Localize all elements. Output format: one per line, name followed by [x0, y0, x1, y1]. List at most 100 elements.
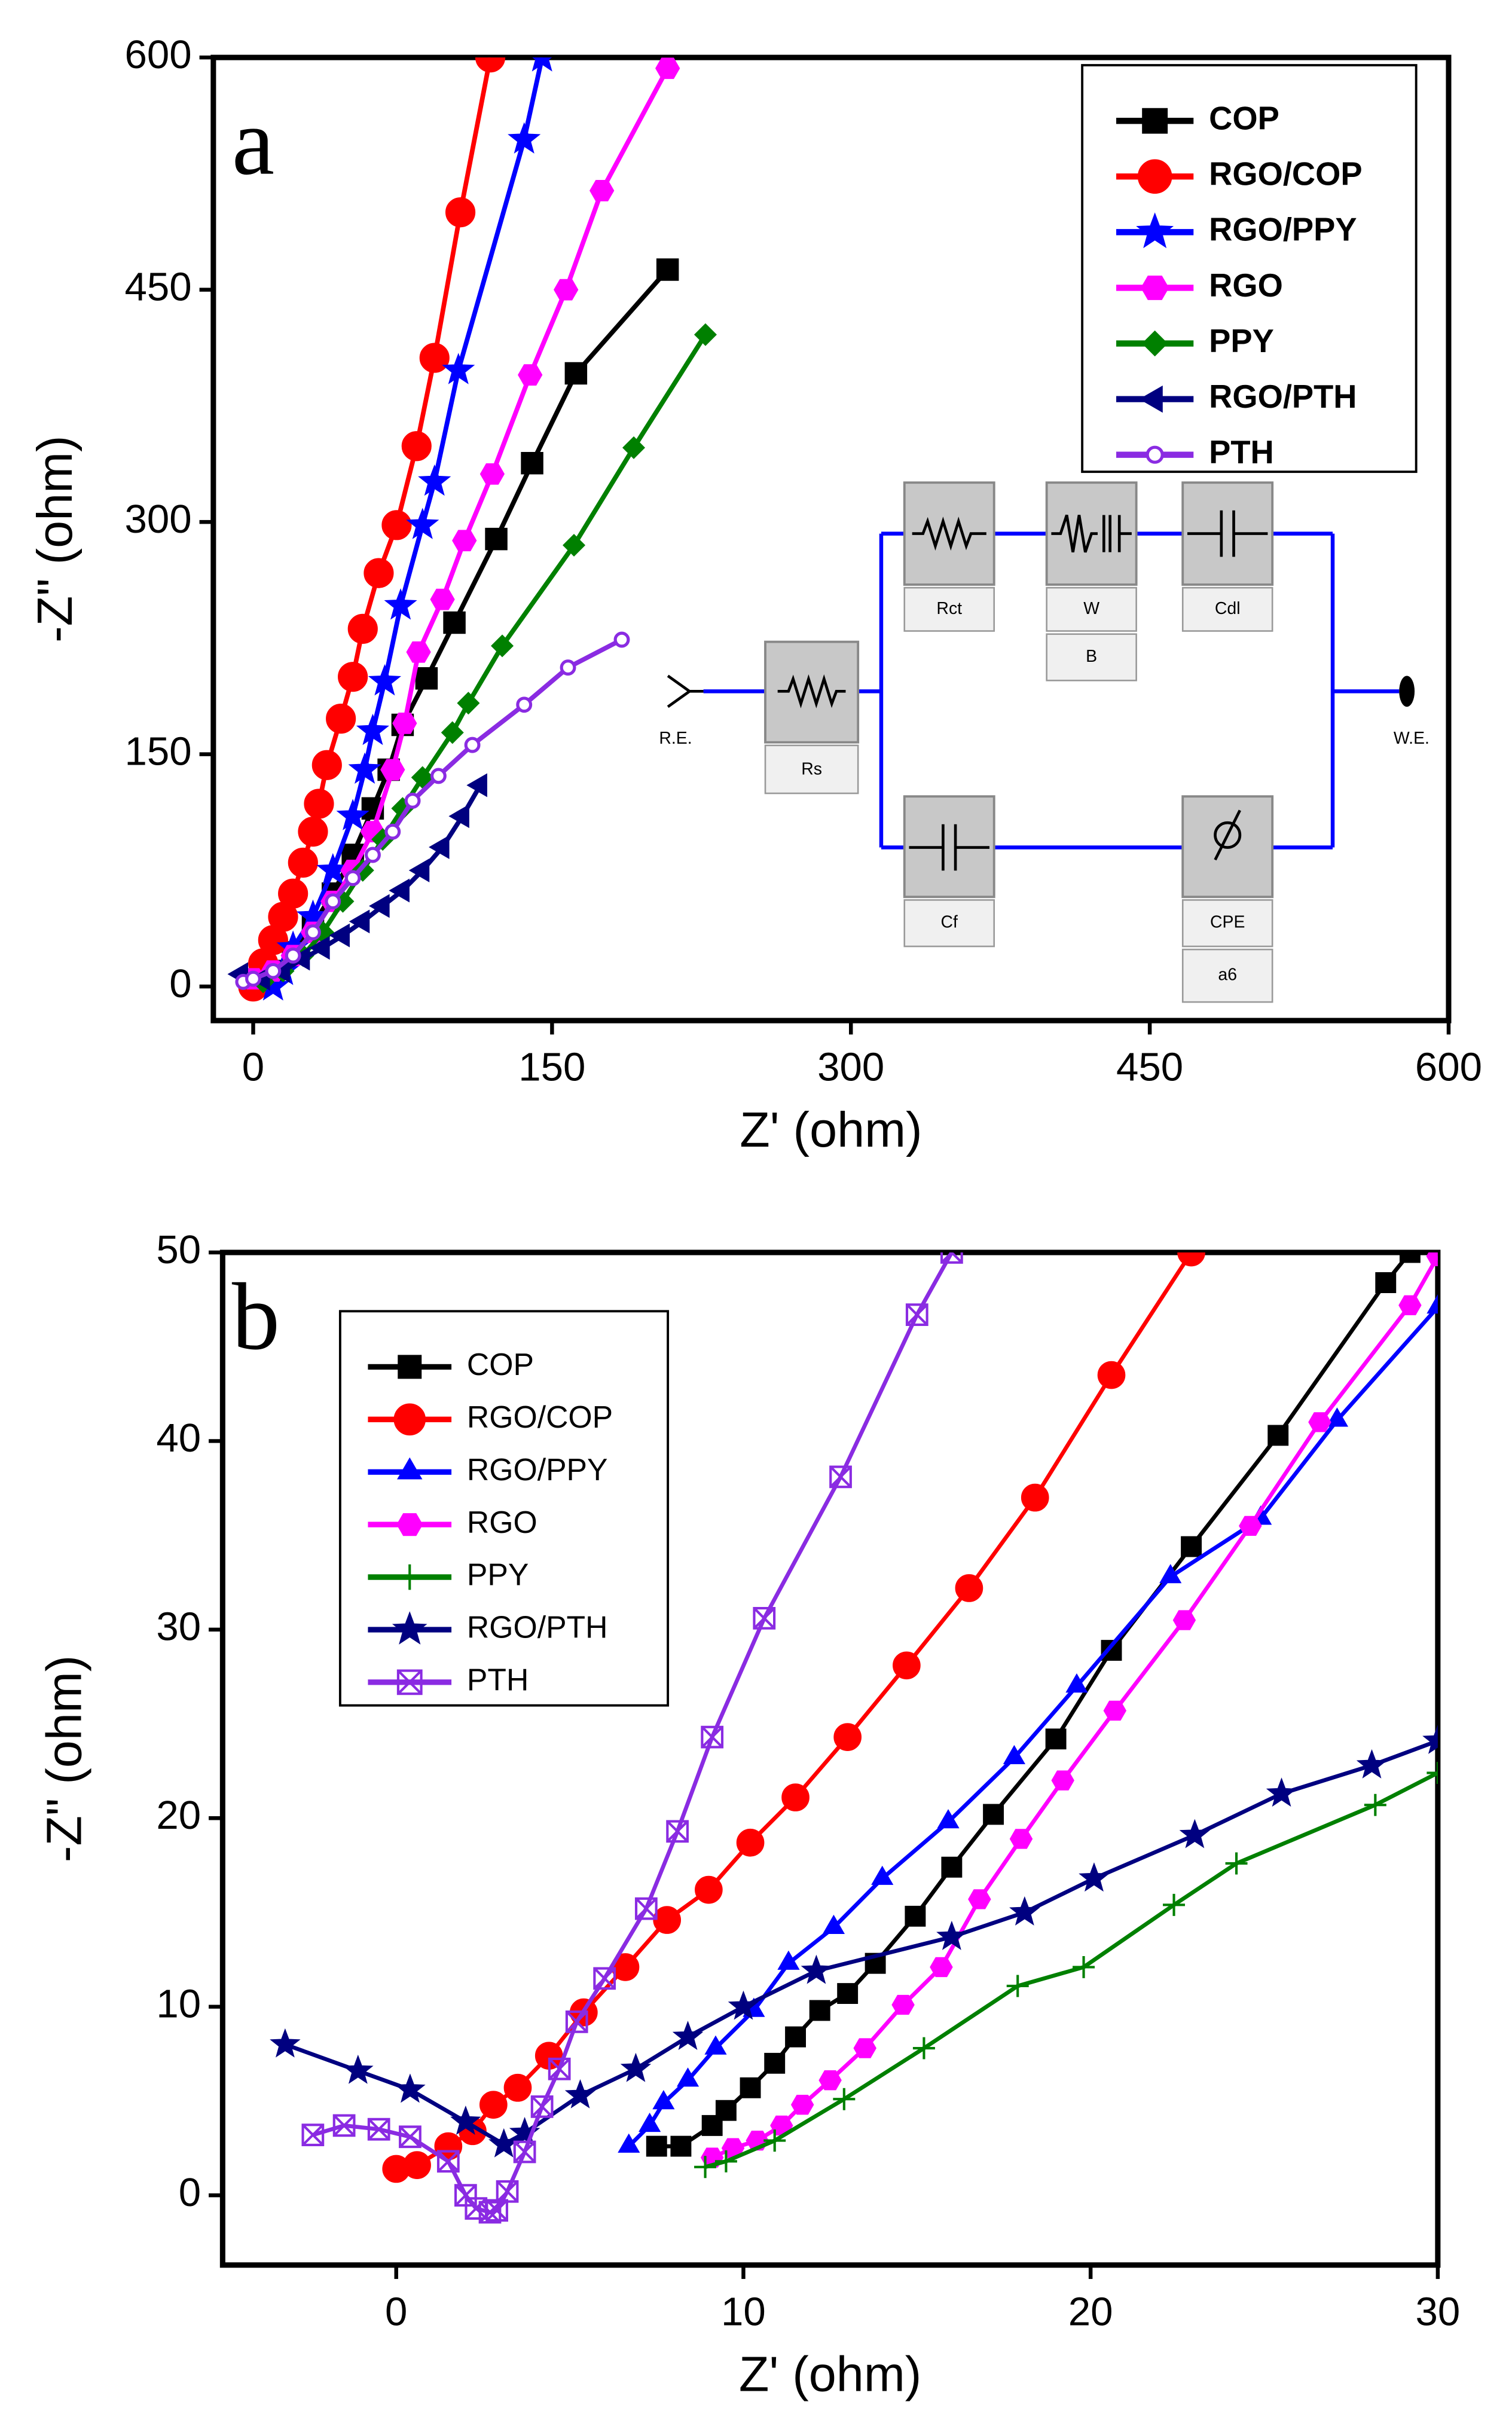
marker	[822, 1914, 845, 1934]
marker	[833, 1723, 862, 1751]
y-tick-label: 150	[124, 729, 191, 774]
legend-label: PPY	[1209, 323, 1274, 359]
legend-label: RGO/COP	[467, 1400, 613, 1434]
marker	[1172, 1610, 1196, 1630]
marker	[326, 704, 356, 734]
marker	[503, 2073, 532, 2102]
marker	[397, 1457, 423, 1480]
marker	[1239, 1515, 1262, 1536]
marker	[560, 659, 576, 676]
label-box	[1181, 899, 1273, 948]
marker	[1137, 159, 1172, 194]
legend-label: RGO/PPY	[1209, 212, 1357, 248]
legend-label: COP	[467, 1347, 534, 1382]
marker	[344, 870, 361, 887]
marker	[491, 634, 514, 658]
y-tick-label: 450	[124, 264, 191, 309]
marker	[430, 768, 447, 784]
x-axis-label: Z' (ohm)	[739, 2346, 921, 2401]
marker	[905, 1905, 926, 1927]
marker	[418, 464, 451, 496]
marker	[1364, 1793, 1386, 1816]
marker	[454, 2184, 477, 2207]
marker	[589, 179, 615, 201]
marker	[364, 558, 394, 588]
marker	[672, 2021, 704, 2051]
marker	[1097, 1361, 1126, 1389]
series	[270, 1724, 1438, 2158]
circuit-label: W.E.	[1394, 729, 1429, 748]
marker	[442, 353, 475, 384]
x-tick-label: 10	[721, 2289, 766, 2334]
marker	[639, 2112, 661, 2132]
y-tick-label: 0	[169, 961, 191, 1006]
marker	[809, 2000, 830, 2021]
warburg-symbol	[1051, 514, 1132, 553]
marker	[1308, 1412, 1331, 1432]
y-axis-label: -Z" (ohm)	[27, 435, 83, 643]
electrode-symbol	[1399, 676, 1415, 707]
marker	[781, 1783, 810, 1811]
marker	[829, 1465, 852, 1489]
marker	[618, 2133, 640, 2153]
marker	[485, 527, 508, 551]
marker	[430, 588, 455, 610]
marker	[288, 847, 318, 878]
legend-label: PTH	[467, 1663, 529, 1697]
circuit-label: Rs	[801, 760, 822, 779]
label-box	[903, 586, 995, 632]
marker	[763, 2129, 786, 2152]
circuit-label: B	[1086, 647, 1097, 666]
marker	[404, 792, 421, 809]
circuit-label: W	[1083, 599, 1099, 618]
marker	[399, 2125, 421, 2149]
marker	[1021, 1483, 1049, 1512]
resistor-symbol	[777, 674, 846, 708]
capacitor-symbol	[1187, 510, 1268, 557]
label-box	[1181, 586, 1273, 632]
marker	[548, 2057, 571, 2080]
marker	[245, 970, 261, 987]
marker	[475, 57, 506, 73]
marker	[695, 1875, 723, 1904]
marker	[369, 894, 390, 918]
series	[382, 1252, 1205, 2183]
marker	[655, 57, 680, 80]
marker	[304, 789, 334, 819]
y-tick-label: 0	[179, 2170, 201, 2215]
marker	[311, 750, 342, 780]
legend-box	[338, 1310, 670, 1707]
series-line	[242, 637, 623, 985]
plot-frame	[210, 54, 1452, 1023]
series	[235, 631, 630, 990]
legend-box	[1081, 64, 1418, 473]
marker	[343, 2054, 374, 2084]
marker	[893, 1651, 921, 1680]
x-tick-label: 150	[518, 1045, 585, 1090]
marker	[652, 2090, 675, 2110]
marker	[1146, 445, 1164, 464]
marker	[1073, 1955, 1095, 1978]
marker	[393, 1403, 426, 1436]
marker	[278, 878, 308, 909]
marker	[728, 1990, 759, 2020]
marker	[268, 902, 298, 932]
marker	[258, 925, 288, 955]
circuit-label: Rct	[936, 599, 962, 618]
marker	[736, 1828, 765, 1857]
series-line	[284, 1738, 1438, 2147]
marker	[368, 664, 402, 696]
marker	[401, 431, 432, 462]
marker	[891, 1994, 915, 2015]
marker	[785, 2026, 807, 2048]
legend-label: COP	[1209, 100, 1279, 136]
marker	[336, 799, 369, 830]
marker	[265, 963, 282, 979]
series	[618, 1294, 1438, 2153]
marker	[441, 721, 464, 744]
marker	[309, 936, 330, 960]
y-tick-label: 40	[156, 1416, 201, 1460]
marker	[666, 1820, 689, 1843]
marker	[1079, 1862, 1110, 1892]
marker	[349, 909, 370, 934]
